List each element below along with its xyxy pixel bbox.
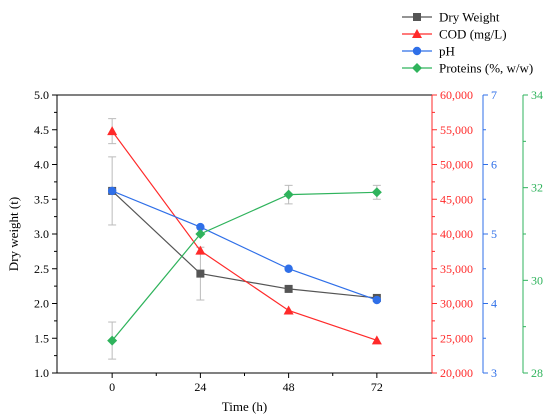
- y-tick-label-ph: 4: [491, 297, 497, 311]
- y-tick-label-cod: 35,000: [440, 262, 473, 276]
- legend: Dry Weight COD (mg/L) pH Proteins (%, w/w): [402, 10, 533, 76]
- y-tick-label-prot: 32: [531, 181, 543, 195]
- legend-marker-0: [413, 13, 421, 21]
- y-tick-label-dry: 3.0: [34, 227, 49, 241]
- legend-marker-3: [412, 63, 422, 73]
- y-tick-label-cod: 40,000: [440, 227, 473, 241]
- data-point-0: [196, 269, 205, 278]
- legend-label-3: Proteins (%, w/w): [439, 61, 533, 76]
- y-tick-label-cod: 60,000: [440, 88, 473, 102]
- y-tick-label-prot: 34: [531, 88, 543, 102]
- data-point-1: [371, 335, 382, 345]
- y-axis-title-dry: Dry weight (t): [6, 197, 21, 271]
- y-tick-label-dry: 5.0: [34, 88, 49, 102]
- y-tick-label-dry: 1.5: [34, 331, 49, 345]
- y-tick-label-cod: 25,000: [440, 331, 473, 345]
- series-line-1: [111, 130, 378, 341]
- series-line-3: [111, 191, 377, 341]
- legend-marker-1: [412, 29, 422, 38]
- y-tick-label-prot: 30: [531, 273, 543, 287]
- data-point-2: [196, 222, 205, 232]
- axes-layer: 0 24 48 72 Time (h) 1.0 1.5 2.0 2.5 3.0 3.5 4.0 4.5 5…: [6, 88, 543, 414]
- y-tick-label-cod: 55,000: [440, 123, 473, 137]
- data-point-3: [371, 187, 382, 198]
- data-point-1: [195, 245, 206, 255]
- y-tick-label-dry: 2.0: [34, 297, 49, 311]
- data-point-2: [372, 295, 382, 305]
- y-tick-label-ph: 6: [491, 158, 497, 172]
- x-tick-label: 24: [194, 380, 206, 394]
- series-layer: [107, 118, 382, 360]
- series-3: [107, 184, 382, 360]
- y-tick-label-prot: 28: [531, 366, 543, 380]
- series-line-2: [111, 190, 378, 301]
- data-point-3: [107, 335, 118, 346]
- y-tick-label-dry: 2.5: [34, 262, 49, 276]
- x-tick-label: 72: [371, 380, 383, 394]
- legend-label-2: pH: [439, 44, 455, 59]
- legend-label-0: Dry Weight: [439, 10, 500, 25]
- data-point-2: [107, 186, 117, 196]
- series-2: [107, 186, 382, 305]
- x-tick-label: 48: [283, 380, 295, 394]
- data-point-1: [107, 126, 118, 136]
- data-point-3: [195, 229, 206, 239]
- legend-label-1: COD (mg/L): [439, 27, 507, 42]
- y-tick-label-cod: 45,000: [440, 192, 473, 206]
- legend-marker-2: [412, 46, 422, 56]
- series-1: [107, 118, 382, 345]
- y-tick-label-ph: 3: [491, 366, 497, 380]
- y-tick-label-dry: 3.5: [34, 192, 49, 206]
- y-tick-label-dry: 1.0: [34, 366, 49, 380]
- y-tick-label-ph: 5: [491, 227, 497, 241]
- data-point-3: [283, 189, 294, 200]
- y-tick-label-ph: 7: [491, 88, 497, 102]
- y-tick-label-cod: 20,000: [440, 366, 473, 380]
- data-point-1: [283, 305, 294, 315]
- x-tick-label: 0: [109, 380, 115, 394]
- y-tick-label-dry: 4.5: [34, 123, 49, 137]
- data-point-0: [284, 284, 293, 293]
- data-point-2: [284, 264, 293, 273]
- x-axis-title: Time (h): [222, 399, 267, 414]
- y-tick-label-dry: 4.0: [34, 158, 49, 172]
- y-tick-label-cod: 30,000: [440, 297, 473, 311]
- y-tick-label-cod: 50,000: [440, 158, 473, 172]
